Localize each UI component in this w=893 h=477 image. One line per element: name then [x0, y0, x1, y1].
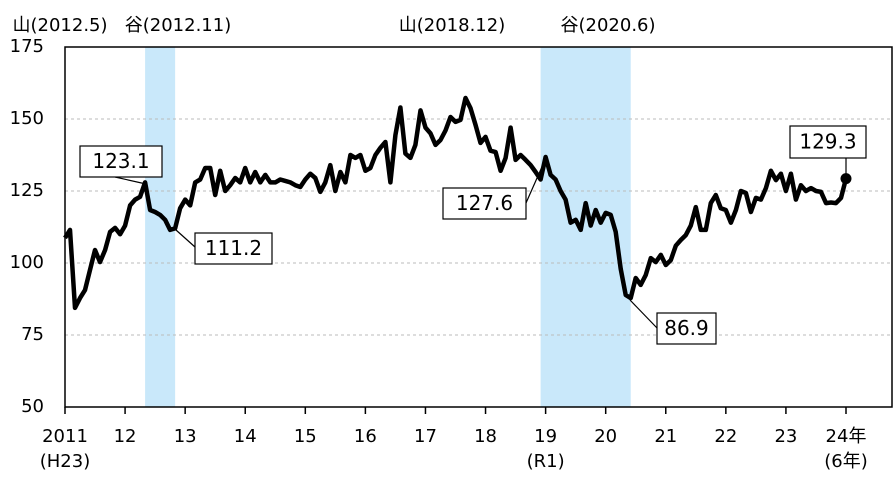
- callout-label: 86.9: [664, 316, 709, 340]
- y-tick-label: 150: [10, 108, 44, 129]
- x-tick-label: 24年 (6年): [824, 426, 868, 472]
- x-tick-label: 18: [474, 426, 497, 447]
- callout-box: [194, 232, 273, 265]
- x-tick-label: 21: [654, 426, 678, 447]
- end-point: [840, 173, 852, 185]
- trough-label: 谷(2012.11): [125, 15, 231, 36]
- y-tick-label: 50: [21, 396, 44, 417]
- y-tick-label: 75: [21, 324, 44, 345]
- x-tick-label: 20: [594, 426, 618, 447]
- callout-label: 111.2: [205, 236, 262, 260]
- callout-label: 129.3: [799, 130, 856, 154]
- callout-box: [79, 145, 163, 178]
- callout-leader: [175, 229, 196, 248]
- x-tick-label: 14: [233, 426, 257, 447]
- x-tick-label: 2011 (H23): [39, 426, 91, 472]
- x-tick-label: 15: [293, 426, 317, 447]
- callout-box: [442, 187, 527, 220]
- callout-box: [789, 125, 867, 159]
- y-tick-label: 175: [10, 36, 44, 57]
- recession-band: [540, 47, 631, 407]
- x-tick-label: 19 (R1): [526, 426, 565, 472]
- trough-label: 谷(2020.6): [560, 15, 655, 36]
- x-tick-label: 13: [173, 426, 197, 447]
- x-tick-label: 23: [774, 426, 798, 447]
- callout-label: 123.1: [92, 149, 149, 173]
- callout-box: [656, 312, 717, 345]
- peak-label: 山(2012.5): [12, 15, 107, 36]
- y-tick-label: 100: [10, 252, 44, 273]
- callout-leader: [525, 159, 546, 204]
- callout-leader: [114, 176, 147, 185]
- x-tick-label: 16: [353, 426, 377, 447]
- peak-label: 山(2018.12): [399, 15, 505, 36]
- x-tick-label: 22: [714, 426, 738, 447]
- plot-frame: [64, 46, 893, 408]
- callout-label: 127.6: [456, 191, 513, 215]
- data-line: [63, 95, 849, 311]
- callout-leader: [629, 299, 658, 329]
- x-tick-label: 17: [414, 426, 437, 447]
- x-tick-label: 12: [113, 426, 137, 447]
- y-tick-label: 125: [10, 180, 44, 201]
